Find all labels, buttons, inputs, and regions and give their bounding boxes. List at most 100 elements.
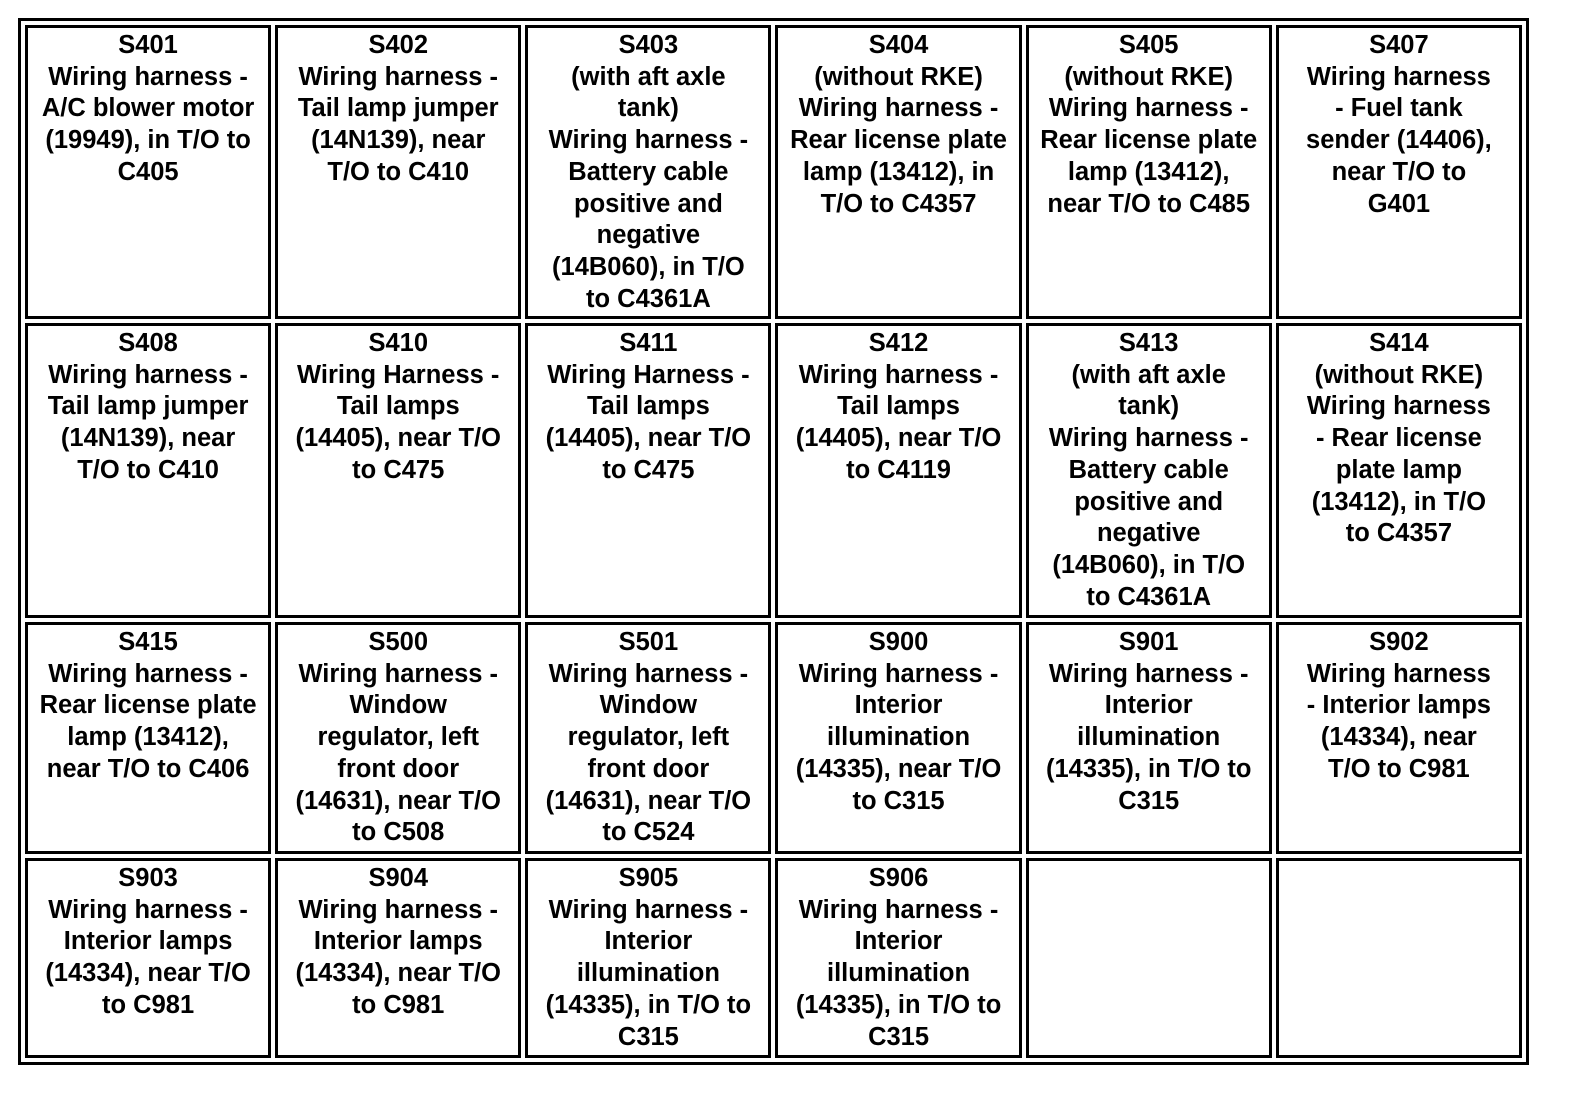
splice-description-line: Wiring harness - (48, 659, 248, 688)
splice-description-line: plate lamp (1335, 455, 1462, 484)
splice-description-line: Wiring harness - (548, 126, 749, 155)
splice-description-line: (14334), near T/O (295, 959, 501, 988)
splice-id: S501 (618, 628, 679, 656)
splice-description-line: - Interior lamps (1306, 691, 1491, 720)
splice-description-line: negative (1096, 519, 1201, 548)
splice-description-line: - Fuel tank (1335, 94, 1463, 123)
splice-description-line: near T/O to (1331, 157, 1467, 186)
splice-description-line: Wiring harness - (48, 62, 248, 91)
splice-id: S904 (368, 864, 429, 892)
splice-cell-s415: S415 Wiring harness - Rear license plate la… (25, 622, 272, 854)
splice-description-line: to C4361A (1086, 582, 1212, 611)
splice-id: S901 (1118, 628, 1179, 656)
splice-id: S900 (868, 628, 929, 656)
splice-description-line: Wiring Harness - (547, 360, 750, 389)
splice-description-line: to C315 (852, 786, 945, 815)
splice-description-line: negative (596, 221, 701, 250)
splice-id: S905 (618, 864, 679, 892)
splice-cell-s904: S904 Wiring harness - Interior lamps (14334… (275, 858, 522, 1058)
splice-description-line: (with aft axle (1071, 360, 1226, 389)
splice-description-line: (14405), near T/O (545, 424, 752, 453)
splice-description-line: (without RKE) (814, 62, 983, 91)
splice-description-line: to C4119 (846, 455, 951, 484)
splice-description-line: (14631), near T/O (295, 786, 501, 815)
empty-cell (1275, 858, 1522, 1058)
splice-description-line: Wiring harness (1306, 62, 1491, 91)
splice-description-line: Wiring harness - (798, 360, 999, 389)
splice-description-line: Wiring harness - (798, 895, 999, 924)
splice-id: S401 (118, 31, 178, 59)
splice-description-line: regulator, left (567, 723, 730, 752)
splice-description-line: illumination (827, 723, 971, 752)
splice-description-line: T/O to C410 (77, 455, 219, 484)
splice-cell-s905: S905 Wiring harness - Interior illumination… (525, 858, 772, 1058)
table-row: S401 Wiring harness - A/C blower motor (199… (25, 25, 1522, 319)
splice-description-line: to C508 (352, 818, 445, 847)
splice-id: S410 (368, 329, 429, 357)
splice-description-line: Wiring harness - (1048, 94, 1249, 123)
splice-description-line: Rear license plate (790, 126, 1007, 155)
splice-id: S412 (868, 329, 929, 357)
splice-cell-s903: S903 Wiring harness - Interior lamps (14334… (25, 858, 272, 1058)
splice-description-line: Interior (604, 927, 693, 956)
splice-id: S411 (619, 329, 678, 357)
splice-id: S414 (1369, 329, 1429, 357)
table-row: S903 Wiring harness - Interior lamps (14334… (25, 858, 1522, 1058)
splice-description-line: - Rear license (1315, 424, 1482, 453)
splice-description-line: (14405), near T/O (795, 424, 1002, 453)
splice-description-line: Tail lamps (336, 392, 460, 421)
splice-id: S902 (1369, 628, 1429, 656)
splice-cell-s413: S413 (with aft axle tank) Wiring harness -B… (1025, 323, 1272, 618)
splice-description-line: lamp (13412), (67, 723, 229, 752)
splice-description-line: (14335), in T/O to (795, 990, 1002, 1019)
splice-cell-s407: S407 Wiring harness - Fuel tank sender (144… (1275, 25, 1522, 319)
splice-description-line: regulator, left (317, 723, 479, 752)
splice-description-line: to C475 (352, 455, 445, 484)
splice-description-line: Interior (854, 691, 943, 720)
splice-description-line: T/O to C410 (327, 157, 470, 186)
splice-description-line: Interior lamps (63, 927, 233, 956)
splice-description-line: positive and (574, 189, 723, 218)
splice-description-line: near T/O to C485 (1047, 189, 1251, 218)
splice-description-line: (without RKE) (1314, 360, 1484, 389)
splice-description-line: Wiring Harness - (297, 360, 500, 389)
splice-description-line: front door (337, 754, 460, 783)
splice-description-line: Wiring harness - (798, 94, 999, 123)
splice-description-line: T/O to C4357 (820, 189, 977, 218)
splice-description-line: (13412), in T/O (1311, 487, 1487, 516)
splice-description-line: (14N139), near (311, 126, 486, 155)
splice-description-line: lamp (13412), in (802, 157, 995, 186)
splice-id: S402 (368, 31, 429, 59)
splice-description-line: T/O to C981 (1328, 754, 1470, 783)
splice-description-line: Wiring harness - (798, 659, 999, 688)
splice-description-line: Wiring harness - (48, 895, 248, 924)
splice-description-line: G401 (1367, 189, 1431, 218)
splice-description-line: Tail lamps (837, 392, 960, 421)
splice-description-line: Wiring harness - (298, 659, 499, 688)
splice-description-line: tank) (1118, 392, 1180, 421)
splice-cell-s414: S414 (without RKE) Wiring harness - Rear li… (1275, 323, 1522, 618)
splice-cell-s900: S900 Wiring harness - Interior illumination… (775, 622, 1022, 854)
splice-cell-s405: S405 (without RKE) Wiring harness - Rear li… (1025, 25, 1272, 319)
splice-id: S408 (118, 329, 178, 357)
splice-description-line: Interior (1104, 691, 1193, 720)
splice-description-line: to C981 (102, 990, 195, 1019)
splice-cell-s902: S902 Wiring harness - Interior lamps (14334… (1275, 622, 1522, 854)
splice-description-line: (14334), near T/O (45, 959, 251, 988)
splice-description-line: Tail lamps (586, 392, 710, 421)
splice-cell-s404: S404 (without RKE) Wiring harness - Rear li… (775, 25, 1022, 319)
splice-id: S906 (868, 864, 929, 892)
splice-description-line: (14631), near T/O (545, 786, 752, 815)
splice-description-line: near T/O to C406 (46, 754, 250, 783)
splice-cell-s410: S410 Wiring Harness - Tail lamps (14405), n… (275, 323, 522, 618)
splice-description-line: (with aft axle (571, 62, 726, 91)
splice-description-line: (14N139), near (60, 424, 236, 453)
splice-description-line: to C4357 (1345, 519, 1453, 548)
splice-description-line: (14334), near (1320, 723, 1477, 752)
splice-description-line: (14405), near T/O (295, 424, 501, 453)
splice-cell-s402: S402 Wiring harness - Tail lamp jumper (14N… (275, 25, 522, 319)
splice-description-line: front door (587, 754, 710, 783)
splice-id: S403 (618, 31, 679, 59)
splice-cell-s906: S906 Wiring harness - Interior illumination… (775, 858, 1022, 1058)
splice-description-line: Battery cable (1068, 455, 1229, 484)
